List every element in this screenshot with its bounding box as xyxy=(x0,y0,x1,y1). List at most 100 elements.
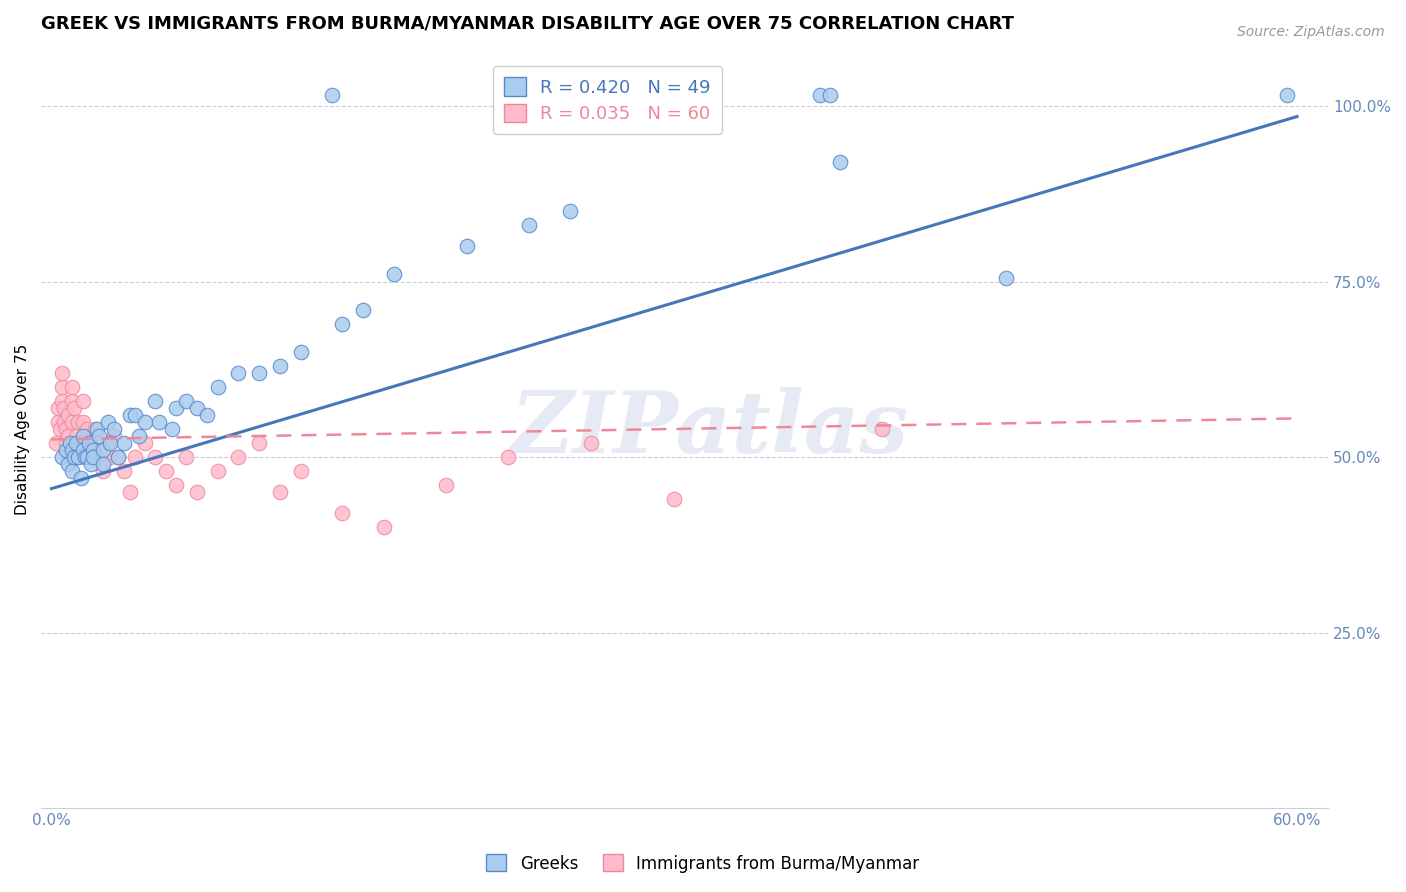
Point xyxy=(56,457,79,471)
Point xyxy=(69,436,91,450)
Point xyxy=(247,366,270,380)
Point xyxy=(73,450,96,464)
Point xyxy=(176,450,198,464)
Point xyxy=(148,415,170,429)
Point xyxy=(103,429,125,443)
Point xyxy=(496,450,519,464)
Point xyxy=(46,415,69,429)
Point xyxy=(67,415,90,429)
Point xyxy=(160,422,183,436)
Point xyxy=(321,88,343,103)
Point xyxy=(60,380,83,394)
Point xyxy=(560,204,582,219)
Point xyxy=(226,450,249,464)
Point xyxy=(176,393,198,408)
Point xyxy=(517,219,540,233)
Point xyxy=(67,450,90,464)
Point xyxy=(72,443,94,458)
Point xyxy=(63,401,86,415)
Point xyxy=(65,450,87,464)
Point xyxy=(207,380,229,394)
Point xyxy=(808,88,831,103)
Point xyxy=(330,317,353,331)
Y-axis label: Disability Age Over 75: Disability Age Over 75 xyxy=(15,343,30,515)
Point xyxy=(96,415,118,429)
Point xyxy=(84,422,107,436)
Point xyxy=(65,436,87,450)
Point xyxy=(82,443,104,458)
Point xyxy=(382,268,405,282)
Point xyxy=(76,450,98,464)
Point xyxy=(65,429,87,443)
Point xyxy=(186,485,208,500)
Point xyxy=(207,464,229,478)
Point xyxy=(72,415,94,429)
Point xyxy=(186,401,208,415)
Text: Source: ZipAtlas.com: Source: ZipAtlas.com xyxy=(1237,25,1385,39)
Point xyxy=(82,450,104,464)
Point xyxy=(269,359,291,373)
Point xyxy=(107,450,129,464)
Point xyxy=(55,443,77,458)
Point xyxy=(112,436,135,450)
Point xyxy=(56,408,79,422)
Point xyxy=(72,393,94,408)
Point xyxy=(98,436,121,450)
Point xyxy=(143,450,166,464)
Point xyxy=(373,520,395,534)
Point xyxy=(995,271,1018,285)
Point xyxy=(76,422,98,436)
Point xyxy=(98,450,121,464)
Point xyxy=(49,422,72,436)
Point xyxy=(59,450,82,464)
Point xyxy=(830,155,852,169)
Point xyxy=(45,436,67,450)
Point xyxy=(352,302,374,317)
Point xyxy=(82,443,104,458)
Point xyxy=(51,393,73,408)
Point xyxy=(77,450,100,464)
Point xyxy=(290,464,312,478)
Point xyxy=(55,436,77,450)
Point xyxy=(60,464,83,478)
Point xyxy=(46,401,69,415)
Point xyxy=(86,422,108,436)
Point xyxy=(72,429,94,443)
Point xyxy=(59,436,82,450)
Point xyxy=(195,408,218,422)
Point xyxy=(290,344,312,359)
Point xyxy=(143,393,166,408)
Point xyxy=(124,450,146,464)
Point xyxy=(73,436,96,450)
Point xyxy=(103,422,125,436)
Point xyxy=(112,464,135,478)
Point xyxy=(134,415,156,429)
Point xyxy=(120,485,142,500)
Point xyxy=(60,393,83,408)
Point xyxy=(818,88,841,103)
Point xyxy=(77,436,100,450)
Point xyxy=(60,443,83,458)
Point xyxy=(579,436,602,450)
Legend: Greeks, Immigrants from Burma/Myanmar: Greeks, Immigrants from Burma/Myanmar xyxy=(479,847,927,880)
Point xyxy=(89,436,111,450)
Point xyxy=(434,478,457,492)
Point xyxy=(60,415,83,429)
Point xyxy=(51,380,73,394)
Point xyxy=(56,443,79,458)
Point xyxy=(269,485,291,500)
Point xyxy=(247,436,270,450)
Point xyxy=(93,464,115,478)
Point xyxy=(226,366,249,380)
Point xyxy=(120,408,142,422)
Point xyxy=(165,478,187,492)
Point xyxy=(51,450,73,464)
Point xyxy=(93,457,115,471)
Point xyxy=(330,506,353,520)
Point xyxy=(52,415,75,429)
Point xyxy=(155,464,177,478)
Point xyxy=(80,436,103,450)
Point xyxy=(870,422,893,436)
Point xyxy=(1275,88,1298,103)
Point xyxy=(165,401,187,415)
